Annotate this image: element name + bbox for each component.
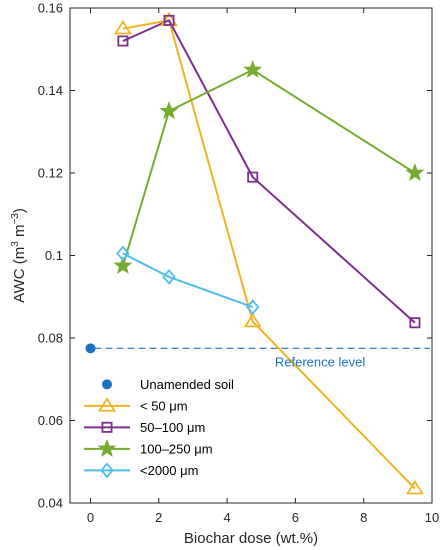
- x-tick-label: 8: [360, 510, 367, 525]
- series-3-point: [116, 245, 130, 262]
- series-0-point: [243, 312, 262, 328]
- series-1-point: [163, 14, 175, 26]
- series-line-3: [122, 252, 254, 309]
- y-tick-label: 0.08: [38, 331, 63, 346]
- x-tick-label: 4: [223, 510, 230, 525]
- y-tick-label: 0.16: [38, 1, 63, 16]
- x-tick-label: 2: [155, 510, 162, 525]
- x-tick-label: 6: [292, 510, 299, 525]
- legend-label-series-2: 100–250 μm: [140, 441, 213, 456]
- series-1-point: [117, 35, 129, 47]
- legend-marker-unamended: [102, 379, 112, 390]
- series-2-point: [405, 163, 425, 182]
- legend-item-series-1: 50–100 μm: [84, 420, 205, 435]
- series-line-1: [122, 19, 416, 324]
- series-0-point: [405, 479, 424, 495]
- legend-item-unamended: Unamended soil: [102, 377, 234, 392]
- reference-group: [85, 343, 430, 354]
- legend-marker: [98, 397, 116, 412]
- legend-item-series-2: 100–250 μm: [84, 438, 213, 457]
- legend-label-series-3: <2000 μm: [140, 463, 198, 478]
- plot-box: [69, 7, 433, 504]
- series-group: [113, 11, 425, 495]
- y-axis-title-sup1: 3: [10, 241, 21, 247]
- x-tick-label: 0: [87, 510, 94, 525]
- legend-label-unamended: Unamended soil: [140, 377, 234, 392]
- legend-item-series-0: < 50 μm: [84, 397, 188, 413]
- reference-line-label: Reference level: [275, 354, 365, 369]
- legend-label-series-1: 50–100 μm: [140, 420, 205, 435]
- series-2-point: [243, 59, 263, 78]
- x-tick-label: 10: [425, 510, 439, 525]
- series-1-point: [409, 317, 421, 329]
- ticks-group: 0 2 4 6 8 10 0.04 0.06 0.08 0.1 0.12 0.14 0.16: [38, 1, 440, 526]
- y-axis-title: AWC (m3 m−3): [10, 208, 28, 303]
- legend-marker: [101, 421, 113, 433]
- y-tick-label: 0.1: [45, 248, 63, 263]
- y-axis-title-mid: m: [11, 225, 28, 242]
- y-tick-label: 0.04: [38, 496, 63, 511]
- plot-frame: [69, 7, 433, 504]
- series-1-point: [247, 171, 259, 183]
- series-2-point: [113, 255, 133, 274]
- y-axis-title-sup2: −3: [10, 213, 21, 225]
- y-tick-label: 0.06: [38, 413, 63, 428]
- y-tick-label: 0.12: [38, 166, 63, 181]
- legend-marker: [97, 438, 117, 457]
- series-line-0: [122, 19, 416, 490]
- series-0-point: [113, 19, 132, 35]
- unamended-soil-point: [85, 343, 96, 354]
- x-axis-title: Biochar dose (wt.%): [184, 530, 318, 547]
- y-tick-label: 0.14: [38, 83, 63, 98]
- legend-label-series-0: < 50 μm: [140, 398, 188, 413]
- series-2-point: [159, 101, 179, 120]
- series-3-point: [246, 299, 260, 315]
- y-axis-title-main: AWC (m: [11, 247, 28, 303]
- y-axis-title-end: ): [11, 208, 28, 213]
- series-line-2: [121, 68, 416, 267]
- legend: Unamended soil < 50 μm 50–100 μm 100–250…: [84, 377, 234, 479]
- series-3-point: [162, 269, 176, 285]
- legend-item-series-3: <2000 μm: [84, 462, 198, 479]
- legend-marker: [100, 462, 114, 479]
